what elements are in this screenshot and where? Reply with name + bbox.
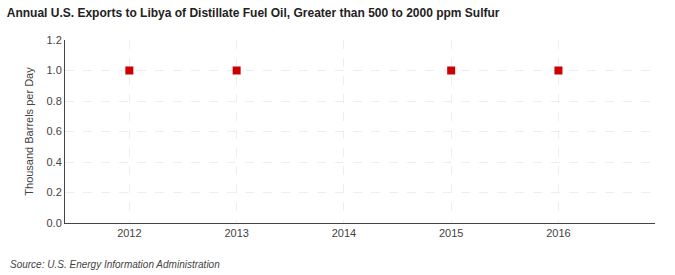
svg-text:0.2: 0.2 xyxy=(47,186,62,198)
svg-text:1.2: 1.2 xyxy=(47,34,62,46)
svg-text:2016: 2016 xyxy=(546,227,570,239)
svg-text:0.8: 0.8 xyxy=(47,95,62,107)
svg-text:Source: U.S. Energy Informatio: Source: U.S. Energy Information Administ… xyxy=(10,259,220,270)
svg-text:0.4: 0.4 xyxy=(47,156,62,168)
svg-text:2013: 2013 xyxy=(224,227,248,239)
svg-text:2015: 2015 xyxy=(439,227,463,239)
svg-text:2014: 2014 xyxy=(332,227,356,239)
svg-text:2012: 2012 xyxy=(117,227,141,239)
svg-text:Thousand Barrels per Day: Thousand Barrels per Day xyxy=(23,67,35,196)
svg-text:0.6: 0.6 xyxy=(47,125,62,137)
svg-text:1.0: 1.0 xyxy=(47,64,62,76)
svg-text:Annual U.S. Exports to Libya o: Annual U.S. Exports to Libya of Distilla… xyxy=(7,6,500,20)
svg-text:0.0: 0.0 xyxy=(47,217,62,229)
